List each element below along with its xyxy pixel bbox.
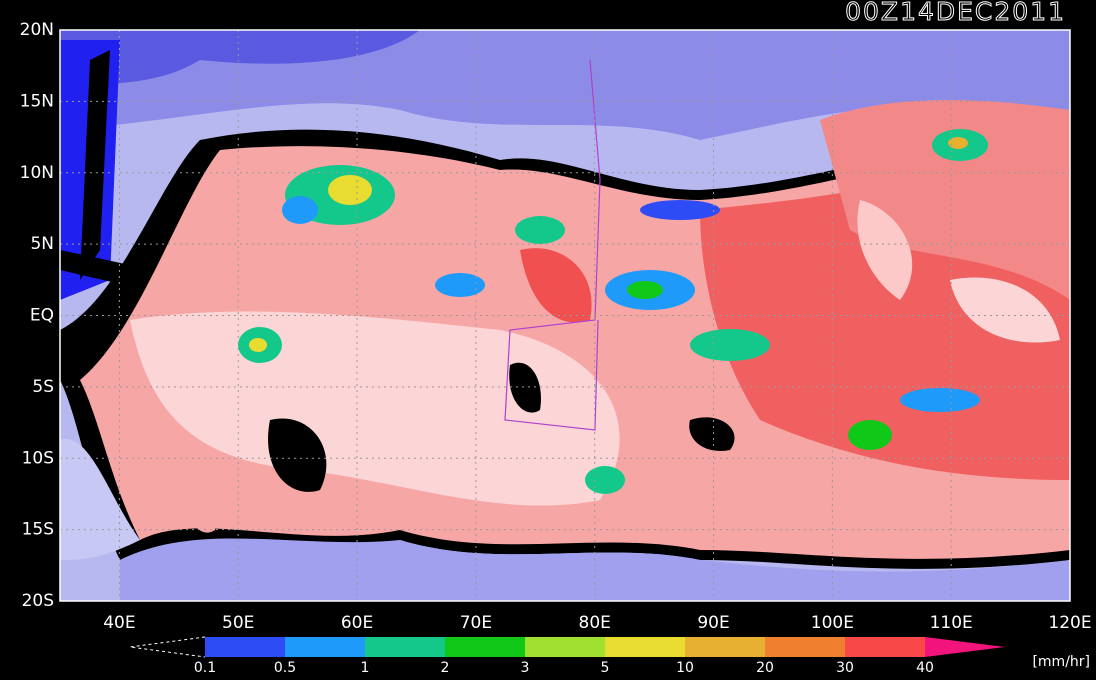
colorbar-label: 3: [521, 660, 530, 676]
lon-label: 80E: [579, 613, 611, 633]
lat-label: 5S: [32, 377, 54, 397]
convective-cells: [238, 129, 988, 494]
colorbar-label: 0.5: [274, 660, 296, 676]
lat-label: EQ: [30, 306, 54, 326]
colorbar-under-arrow: [129, 636, 206, 658]
colorbar-label: 30: [836, 660, 854, 676]
colorbar-segment: [525, 637, 605, 657]
lon-label: 70E: [460, 613, 492, 633]
lon-label: 60E: [341, 613, 373, 633]
lat-label: 20S: [22, 591, 54, 611]
colorbar-segment: [765, 637, 845, 657]
colorbar-segment: [365, 637, 445, 657]
colorbar-label: 5: [601, 660, 610, 676]
colorbar-segment: [845, 637, 925, 657]
lat-label: 10S: [22, 448, 54, 468]
colorbar-label: 0.1: [194, 660, 216, 676]
colorbar-label: 2: [441, 660, 450, 676]
lat-label: 15N: [20, 91, 54, 111]
colorbar-segment: [445, 637, 525, 657]
colorbar-segment: [285, 637, 365, 657]
lon-label: 50E: [222, 613, 254, 633]
lat-label: 5N: [30, 234, 54, 254]
colorbar-label: 40: [916, 660, 934, 676]
lat-label: 15S: [22, 520, 54, 540]
map-frame: [59, 29, 1071, 602]
colorbar-unit: [mm/hr]: [1032, 654, 1090, 670]
colorbar-segment: [205, 637, 285, 657]
lon-label: 40E: [103, 613, 135, 633]
lat-label: 10N: [20, 163, 54, 183]
lon-label: 110E: [930, 613, 973, 633]
colorbar-segment: [685, 637, 765, 657]
lon-label: 90E: [697, 613, 729, 633]
lon-label: 120E: [1048, 613, 1091, 633]
title: 00Z14DEC2011: [845, 0, 1066, 26]
colorbar-label: 10: [676, 660, 694, 676]
colorbar-over-arrow: [925, 637, 1005, 657]
colorbar-label: 20: [756, 660, 774, 676]
colorbar: 0.1 0.5 1 2 3 5 10 20 30 40 [mm/hr]: [129, 636, 1090, 676]
colorbar-segment: [605, 637, 685, 657]
colorbar-label: 1: [361, 660, 370, 676]
lon-label: 100E: [811, 613, 854, 633]
graticule: [60, 30, 1070, 601]
lat-label: 20N: [20, 20, 54, 40]
